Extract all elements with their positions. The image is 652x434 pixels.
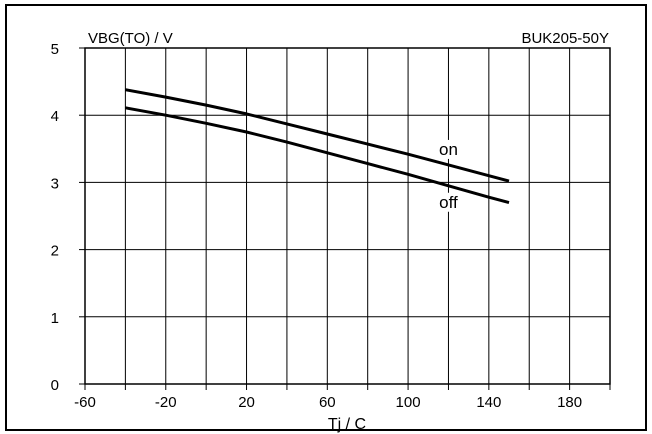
plot-area-border: [84, 47, 611, 385]
part-number-label: BUK205-50Y: [521, 30, 609, 47]
x-tick-label: 140: [476, 394, 501, 411]
y-tick-labels: 0 1 2 3 4 5: [51, 41, 59, 394]
y-axis-label: VBG(TO) / V: [88, 30, 173, 47]
grid-lines: [85, 48, 610, 384]
x-tick-label: 100: [396, 394, 421, 411]
y-tick-label: 4: [51, 108, 59, 125]
y-tick-label: 5: [51, 41, 59, 58]
x-tick-label: 180: [557, 394, 582, 411]
series-lines: [125, 88, 510, 205]
y-tick-label: 0: [51, 377, 59, 394]
x-tick-label: 20: [238, 394, 255, 411]
x-tick-label: -60: [74, 394, 96, 411]
chart-frame: [5, 4, 647, 431]
y-tick-label: 2: [51, 243, 59, 260]
ylabel-background: [86, 28, 204, 46]
y-ticks: [79, 47, 85, 385]
x-tick-label: 60: [319, 394, 336, 411]
y-tick-label: 3: [51, 175, 59, 192]
y-tick-label: 1: [51, 310, 59, 327]
series-label-background: [435, 139, 462, 159]
x-tick-label: -20: [155, 394, 177, 411]
series-label-on: on: [439, 140, 458, 159]
series-line-on: [125, 88, 510, 183]
series-line-off: [125, 106, 510, 205]
series-label-background: [430, 192, 467, 212]
x-ticks: [84, 384, 611, 390]
x-axis-label: Tj / C: [328, 416, 366, 433]
series-label-off: off: [439, 193, 458, 212]
x-tick-labels: -60 -20 20 60 100 140 180: [74, 394, 582, 411]
series-labels: on off: [430, 139, 467, 212]
